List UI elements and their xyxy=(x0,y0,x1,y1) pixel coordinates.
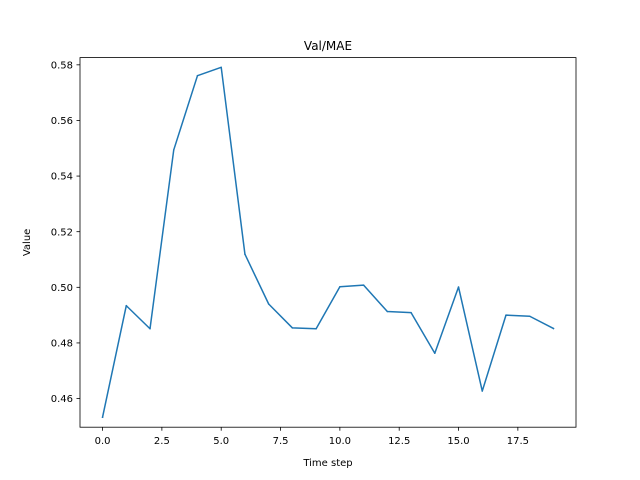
y-axis-label: Value xyxy=(22,229,33,256)
x-tick-label: 12.5 xyxy=(388,436,410,447)
y-tick-label: 0.48 xyxy=(51,339,73,350)
plot-area xyxy=(101,66,555,419)
x-axis-label: Time step xyxy=(302,458,352,469)
x-tick-label: 5.0 xyxy=(213,436,229,447)
data-point xyxy=(528,315,531,317)
data-point xyxy=(149,328,151,330)
data-point xyxy=(552,327,555,330)
data-point xyxy=(505,314,507,316)
data-point xyxy=(362,284,365,286)
data-point xyxy=(291,327,294,329)
data-point xyxy=(125,304,128,307)
data-point xyxy=(220,66,222,69)
x-tick-label: 10.0 xyxy=(329,436,351,447)
x-tick-label: 7.5 xyxy=(273,436,289,447)
y-tick-label: 0.58 xyxy=(51,60,73,71)
x-tick-label: 0.0 xyxy=(95,436,111,447)
data-point xyxy=(315,328,317,330)
data-point xyxy=(244,253,246,255)
data-point xyxy=(267,303,270,305)
data-point xyxy=(410,311,412,314)
chart-title: Val/MAE xyxy=(304,39,352,53)
y-tick-label: 0.52 xyxy=(51,227,73,238)
data-point xyxy=(386,310,389,313)
y-tick-label: 0.50 xyxy=(51,283,73,294)
x-tick-label: 17.5 xyxy=(507,436,529,447)
series-line-0 xyxy=(101,66,555,419)
x-tick-label: 15.0 xyxy=(447,436,469,447)
y-tick-label: 0.54 xyxy=(51,172,73,183)
data-point xyxy=(481,390,484,392)
data-point xyxy=(434,352,436,354)
axis-ticks: 0.0 2.5 5.0 7.5 10.0 12.5 15.0 17.5 0.46 0.48 0.50… xyxy=(51,60,529,447)
data-point xyxy=(172,149,175,151)
x-tick-label: 2.5 xyxy=(154,436,170,447)
data-point xyxy=(339,286,341,288)
y-tick-label: 0.56 xyxy=(51,116,73,127)
data-point xyxy=(101,416,104,418)
axes-frame xyxy=(79,57,577,428)
y-tick-label: 0.46 xyxy=(51,394,73,405)
data-point xyxy=(196,74,199,77)
data-point xyxy=(457,286,460,288)
